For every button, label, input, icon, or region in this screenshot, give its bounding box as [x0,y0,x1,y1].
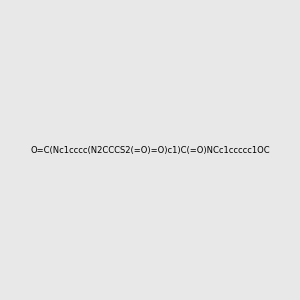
Text: O=C(Nc1cccc(N2CCCS2(=O)=O)c1)C(=O)NCc1ccccc1OC: O=C(Nc1cccc(N2CCCS2(=O)=O)c1)C(=O)NCc1cc… [30,146,270,154]
